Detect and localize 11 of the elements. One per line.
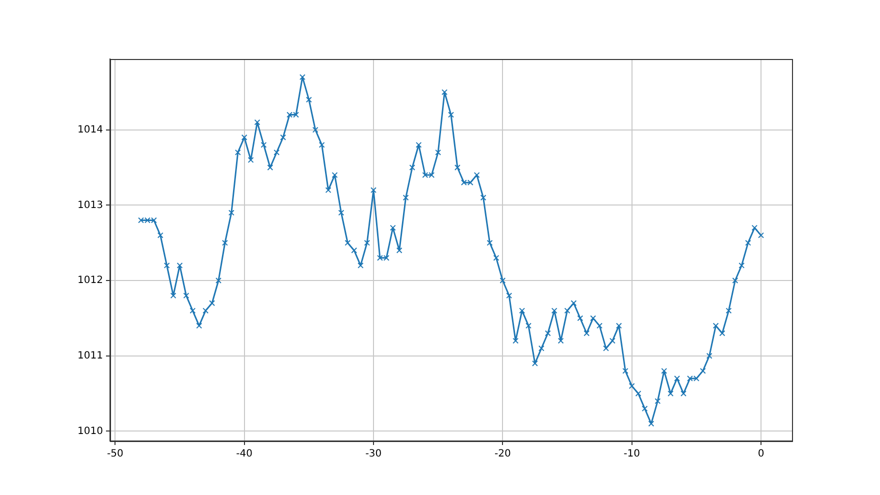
x-tick-label: -30	[365, 448, 382, 460]
y-tick-label: 1012	[78, 275, 103, 286]
y-tick-label: 1010	[78, 426, 103, 437]
x-tick-label: -10	[624, 448, 640, 460]
y-tick-label: 1013	[78, 200, 103, 211]
y-tick-label: 1014	[78, 124, 103, 136]
y-tick-label: 1011	[78, 350, 103, 362]
x-tick-label: 0	[758, 448, 764, 460]
x-tick-label: -50	[106, 448, 124, 460]
x-tick-label: -40	[236, 448, 253, 460]
x-tick-label: -20	[494, 448, 511, 460]
